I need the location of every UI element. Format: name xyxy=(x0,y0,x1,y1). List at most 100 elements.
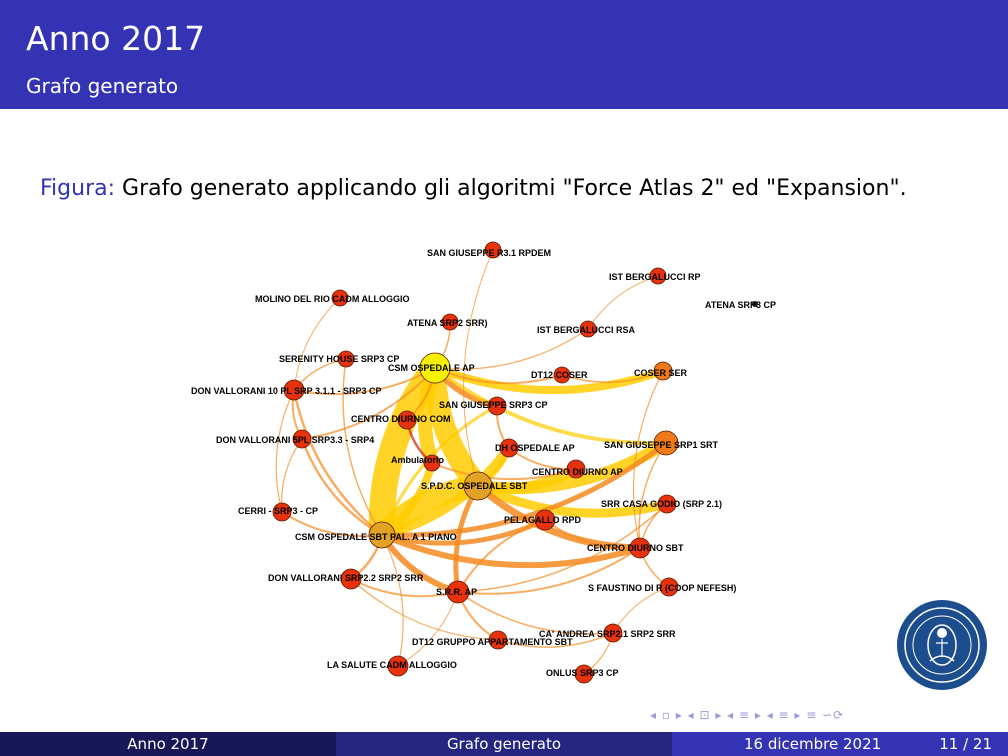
graph-edge xyxy=(381,441,668,538)
graph-node xyxy=(446,580,470,604)
graph-node xyxy=(463,471,493,501)
network-graph: SAN GIUSEPPE R3.1 RPDEM IST BERGALUCCI RP… xyxy=(191,241,776,684)
graph-nodes xyxy=(272,241,758,684)
graph-node xyxy=(488,630,508,650)
graph-node-label: ONLUS SRP3 CP xyxy=(546,668,619,678)
graph-node-label: CENTRO DIURNO COM xyxy=(351,414,451,424)
graph-node-label: CSM OSPEDALE SBT PAL. A 1 PIANO xyxy=(295,532,457,542)
footer-bar: Anno 2017 Grafo generato 16 dicembre 202… xyxy=(0,732,1008,756)
graph-node-label: DT12 GRUPPO APPARTAMENTO SBT xyxy=(412,637,573,647)
graph-node xyxy=(340,568,362,590)
graph-edge xyxy=(457,591,614,635)
graph-edge xyxy=(381,534,404,667)
graph-node xyxy=(499,438,519,458)
graph-node-label: ATENA SRP2 SRR) xyxy=(407,318,488,328)
graph-edge xyxy=(587,275,659,330)
graph-edge xyxy=(544,519,641,550)
graph-node-label: CENTRO DIURNO SBT xyxy=(587,543,684,553)
graph-node xyxy=(574,664,594,684)
graph-node-label: CSM OSPEDALE AP xyxy=(388,363,475,373)
footer-right: 16 dicembre 2021 11 / 21 xyxy=(672,732,1008,756)
graph-node xyxy=(649,267,667,285)
graph-node-label: DON VALLORANI 10 PL SRP 3.1.1 - SRP3 CP xyxy=(191,386,382,396)
footer-left: Anno 2017 xyxy=(0,732,336,756)
graph-edge xyxy=(275,389,295,513)
graph-node xyxy=(657,494,677,514)
graph-edge xyxy=(293,367,436,396)
graph-edges xyxy=(275,249,670,675)
beamer-navigation-icons[interactable]: ◂ ▫ ▸ ◂ ⊡ ▸ ◂ ≡ ▸ ◂ ≡ ▸ ≡ ∽⟳ xyxy=(650,708,845,722)
graph-node xyxy=(579,320,597,338)
graph-edge xyxy=(612,586,670,634)
graph-edge xyxy=(457,503,668,593)
graph-edge xyxy=(434,328,589,370)
graph-node-label: DH OSPEDALE AP xyxy=(495,443,575,453)
graph-node xyxy=(292,429,312,449)
graph-edge xyxy=(300,438,383,537)
graph-node xyxy=(331,289,349,307)
graph-node-label: DON VALLORANI SRP2.2 SRP2 SRR xyxy=(268,573,424,583)
graph-node xyxy=(423,454,441,472)
graph-node-label: PELAGALLO RPD xyxy=(504,515,582,525)
graph-node xyxy=(387,655,409,677)
graph-labels: SAN GIUSEPPE R3.1 RPDEM IST BERGALUCCI RP… xyxy=(191,248,776,678)
graph-node xyxy=(283,379,305,401)
graph-edge xyxy=(433,366,667,446)
graph-node-label: IST BERGALUCCI RSA xyxy=(537,325,636,335)
frame-subtitle: Grafo generato xyxy=(26,74,179,98)
graph-node-label: CENTRO DIURNO AP xyxy=(532,467,623,477)
graph-node xyxy=(752,301,758,307)
graph-node xyxy=(553,366,571,384)
graph-edge xyxy=(632,370,664,549)
caption-label: Figura: xyxy=(40,176,116,201)
graph-edge xyxy=(301,367,436,440)
graph-node-label: DON VALLORANI 5PL SRP3.3 - SRP4 xyxy=(216,435,374,445)
graph-node xyxy=(603,623,623,643)
caption-text: Grafo generato applicando gli algoritmi … xyxy=(122,176,907,201)
frame-title: Anno 2017 xyxy=(26,19,206,58)
graph-node-label: ATENA SRP3 CP xyxy=(705,300,776,310)
graph-node xyxy=(441,313,459,331)
frame-header: Anno 2017 Grafo generato xyxy=(0,0,1008,109)
graph-node xyxy=(566,459,586,479)
graph-edge xyxy=(431,462,577,481)
graph-node xyxy=(487,396,507,416)
footer-page-number: 11 / 21 xyxy=(939,735,992,753)
figure-caption: Figura: Grafo generato applicando gli al… xyxy=(40,176,907,201)
graph-node-label: SERENITY HOUSE SRP3 CP xyxy=(279,354,399,364)
graph-node-label: Ambulatorio xyxy=(391,455,445,465)
graph-node xyxy=(368,521,396,549)
graph-node-label: SRR CASA GODIO (SRP 2.1) xyxy=(601,499,722,509)
footer-center: Grafo generato xyxy=(336,732,672,756)
graph-edge xyxy=(476,481,669,518)
graph-node-label: S.R.R. AP xyxy=(436,587,477,597)
graph-node xyxy=(653,361,673,381)
graph-node-label: LA SALUTE CADM ALLOGGIO xyxy=(327,660,457,670)
graph-node-label: SAN GIUSEPPE SRP3 CP xyxy=(439,400,548,410)
graph-node xyxy=(337,350,355,368)
graph-edge xyxy=(292,389,383,536)
graph-edge xyxy=(475,483,641,552)
graph-node xyxy=(397,410,417,430)
graph-node xyxy=(534,509,556,531)
graph-node xyxy=(272,502,292,522)
graph-node-label: SAN GIUSEPPE SRP1 SRT xyxy=(604,440,719,450)
graph-edge xyxy=(397,591,459,667)
graph-node-label: S FAUSTINO DI R (COOP NEFESH) xyxy=(588,583,736,593)
graph-node-label: IST BERGALUCCI RP xyxy=(609,272,701,282)
graph-edge xyxy=(457,519,546,593)
graph-edge xyxy=(380,445,514,540)
graph-node-label: CA' ANDREA SRP2.1 SRP2 SRR xyxy=(539,629,676,639)
graph-node xyxy=(659,577,679,597)
graph-edge xyxy=(350,578,459,598)
graph-edge xyxy=(463,249,494,487)
graph-edge xyxy=(561,370,664,383)
graph-edge xyxy=(293,297,341,391)
graph-edge xyxy=(281,438,303,513)
graph-node xyxy=(629,537,651,559)
graph-edge xyxy=(497,632,614,648)
graph-node-label: S.P.D.C. OSPEDALE SBT xyxy=(421,481,528,491)
graph-edge xyxy=(380,532,641,569)
graph-node xyxy=(653,430,679,456)
graph-edge xyxy=(342,358,383,536)
